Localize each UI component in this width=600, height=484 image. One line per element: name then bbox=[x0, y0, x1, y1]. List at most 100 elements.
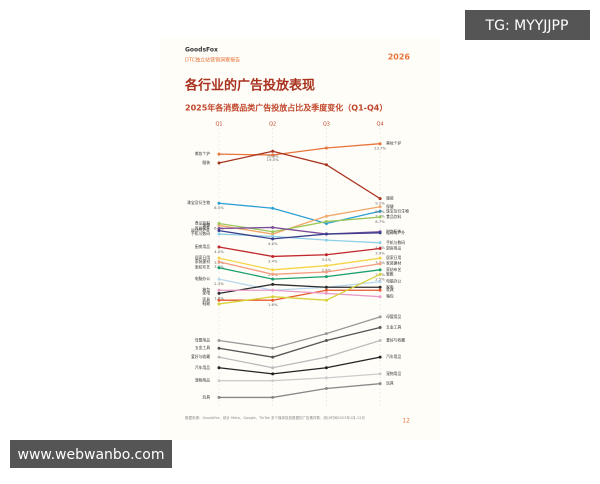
series-label-left: 厨房用品 bbox=[195, 244, 210, 249]
series-label-left: 玩具 bbox=[202, 394, 210, 399]
series-label-right: 宠物用品 bbox=[386, 371, 401, 376]
series-point bbox=[378, 338, 382, 342]
series-line bbox=[219, 373, 381, 382]
series-label-right: 鞋靴 bbox=[386, 271, 394, 276]
series-point bbox=[217, 245, 221, 249]
series-point bbox=[271, 372, 275, 376]
series-point bbox=[217, 298, 221, 302]
series-point bbox=[271, 379, 275, 383]
series-point bbox=[378, 382, 382, 386]
series-point bbox=[271, 366, 275, 370]
series-label-right: 电脑办公 bbox=[386, 279, 401, 284]
series-point bbox=[271, 288, 275, 292]
series-label-right: 爱好与收藏 bbox=[386, 337, 405, 342]
series-line bbox=[218, 230, 381, 240]
series-point bbox=[324, 386, 328, 390]
series-point bbox=[324, 275, 328, 279]
series-point bbox=[378, 288, 382, 292]
series-point bbox=[217, 161, 221, 165]
series-point bbox=[324, 355, 328, 359]
value-label: 8.5% bbox=[214, 205, 224, 210]
series-label-left: 居家日用 bbox=[195, 255, 210, 260]
series-label-left: 家具 bbox=[202, 297, 210, 302]
series-point bbox=[324, 291, 328, 295]
value-label: 3.9% bbox=[375, 250, 385, 255]
report-subtitle: DTC独立站营销洞察报告 bbox=[185, 57, 240, 64]
series-line bbox=[218, 202, 381, 225]
series-point bbox=[217, 366, 221, 370]
series-point bbox=[217, 260, 221, 264]
series-label-right: 时尚配件 bbox=[386, 229, 401, 234]
series-label-left: 鞋靴 bbox=[202, 301, 210, 306]
series-label-right: 珠宝及衍生物 bbox=[386, 208, 409, 213]
series-point bbox=[378, 355, 382, 359]
series-label-right: 箱包 bbox=[386, 294, 394, 299]
series-point bbox=[217, 266, 221, 270]
value-label: 19.5% bbox=[267, 157, 279, 162]
value-label: 2.3% bbox=[214, 281, 224, 286]
brand: GoodsFox bbox=[185, 47, 218, 54]
series-label-left: 美妆个护 bbox=[195, 151, 210, 156]
series-label-left: 爱好与收藏 bbox=[191, 354, 210, 359]
watermark-box bbox=[10, 440, 172, 468]
series-point bbox=[271, 234, 275, 238]
series-label-left: 手机与数码 bbox=[191, 231, 210, 236]
series-label-right: 家装建材 bbox=[386, 261, 401, 266]
series-label-right: 手机与数码 bbox=[386, 240, 405, 245]
series-point bbox=[271, 237, 275, 241]
series-point bbox=[217, 152, 221, 156]
series-point bbox=[217, 229, 221, 233]
series-line bbox=[218, 257, 381, 271]
watermark-box bbox=[465, 10, 590, 40]
series-point bbox=[324, 366, 328, 370]
series-point bbox=[324, 288, 328, 292]
series-point bbox=[378, 326, 382, 330]
series-line bbox=[218, 206, 381, 235]
value-label: 3.5% bbox=[322, 257, 332, 262]
series-line bbox=[218, 316, 381, 349]
series-point bbox=[378, 231, 382, 235]
series-point bbox=[324, 285, 328, 289]
series-point bbox=[271, 149, 275, 153]
series-label-right: 居家日用 bbox=[386, 255, 401, 260]
year: 2026 bbox=[388, 53, 411, 62]
series-point bbox=[271, 346, 275, 350]
series-point bbox=[324, 163, 328, 167]
series-point bbox=[324, 253, 328, 257]
series-point bbox=[271, 282, 275, 286]
page-title: 各行业的广告投放表现 bbox=[184, 78, 315, 94]
series-point bbox=[217, 379, 221, 383]
series-point bbox=[217, 291, 221, 295]
series-label-left: 珠宝及衍生物 bbox=[187, 200, 210, 205]
series-line bbox=[218, 261, 381, 275]
series-point bbox=[217, 288, 221, 292]
series-line bbox=[218, 267, 381, 280]
series-point bbox=[271, 230, 275, 234]
series-point bbox=[217, 256, 221, 260]
watermark: www.webwanbo.com bbox=[18, 447, 165, 463]
series-point bbox=[217, 221, 221, 225]
series-point bbox=[271, 277, 275, 281]
series-point bbox=[271, 153, 275, 157]
series-label-left: 服装 bbox=[202, 160, 210, 165]
series-point bbox=[217, 346, 221, 350]
series-label-left: 家装建材 bbox=[195, 259, 210, 264]
series-label-left: 家纺布艺 bbox=[195, 265, 210, 270]
series-point bbox=[271, 298, 275, 302]
series-label-left: 家电 bbox=[202, 290, 210, 295]
watermark: TG: MYYJJPP bbox=[485, 18, 569, 34]
series-point bbox=[271, 272, 275, 276]
series-label-right: 美妆个护 bbox=[386, 141, 401, 146]
series-line bbox=[218, 273, 381, 305]
series-point bbox=[378, 209, 382, 213]
series-point bbox=[324, 264, 328, 268]
series-point bbox=[378, 142, 382, 146]
series-point bbox=[378, 241, 382, 245]
series-point bbox=[324, 146, 328, 150]
series-point bbox=[324, 338, 328, 342]
value-label: 23.7% bbox=[374, 146, 386, 151]
series-point bbox=[324, 232, 328, 236]
series-point bbox=[378, 268, 382, 272]
series-label-right: 玩具 bbox=[386, 381, 394, 386]
